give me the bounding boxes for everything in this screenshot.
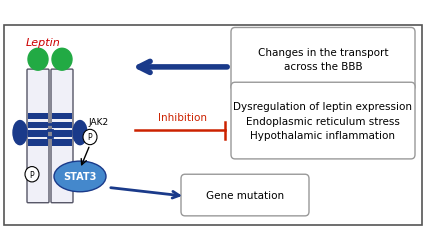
FancyBboxPatch shape xyxy=(27,70,49,203)
Text: P: P xyxy=(30,170,34,179)
FancyBboxPatch shape xyxy=(181,174,308,216)
Text: Inhibition: Inhibition xyxy=(158,113,207,123)
Bar xyxy=(28,122,48,129)
Bar xyxy=(52,122,72,129)
Text: Changes in the transport
across the BBB: Changes in the transport across the BBB xyxy=(257,48,387,72)
Bar xyxy=(52,113,72,120)
FancyBboxPatch shape xyxy=(230,83,414,159)
Circle shape xyxy=(28,49,48,71)
Text: Gene mutation: Gene mutation xyxy=(205,190,283,200)
Circle shape xyxy=(83,130,97,145)
Bar xyxy=(28,140,48,146)
Circle shape xyxy=(52,49,72,71)
Text: Leptin: Leptin xyxy=(26,38,60,47)
FancyBboxPatch shape xyxy=(4,26,421,225)
FancyBboxPatch shape xyxy=(51,70,73,203)
Bar xyxy=(28,131,48,137)
Bar xyxy=(52,131,72,137)
Text: JAK2: JAK2 xyxy=(88,118,108,127)
Text: P: P xyxy=(87,133,92,142)
Bar xyxy=(52,140,72,146)
Text: STAT3: STAT3 xyxy=(63,172,96,182)
Ellipse shape xyxy=(73,121,87,145)
Circle shape xyxy=(25,167,39,182)
Ellipse shape xyxy=(13,121,27,145)
Text: Dysregulation of leptin expression
Endoplasmic reticulum stress
Hypothalamic inf: Dysregulation of leptin expression Endop… xyxy=(233,101,412,141)
FancyBboxPatch shape xyxy=(230,28,414,92)
Bar xyxy=(28,113,48,120)
Ellipse shape xyxy=(54,161,106,192)
